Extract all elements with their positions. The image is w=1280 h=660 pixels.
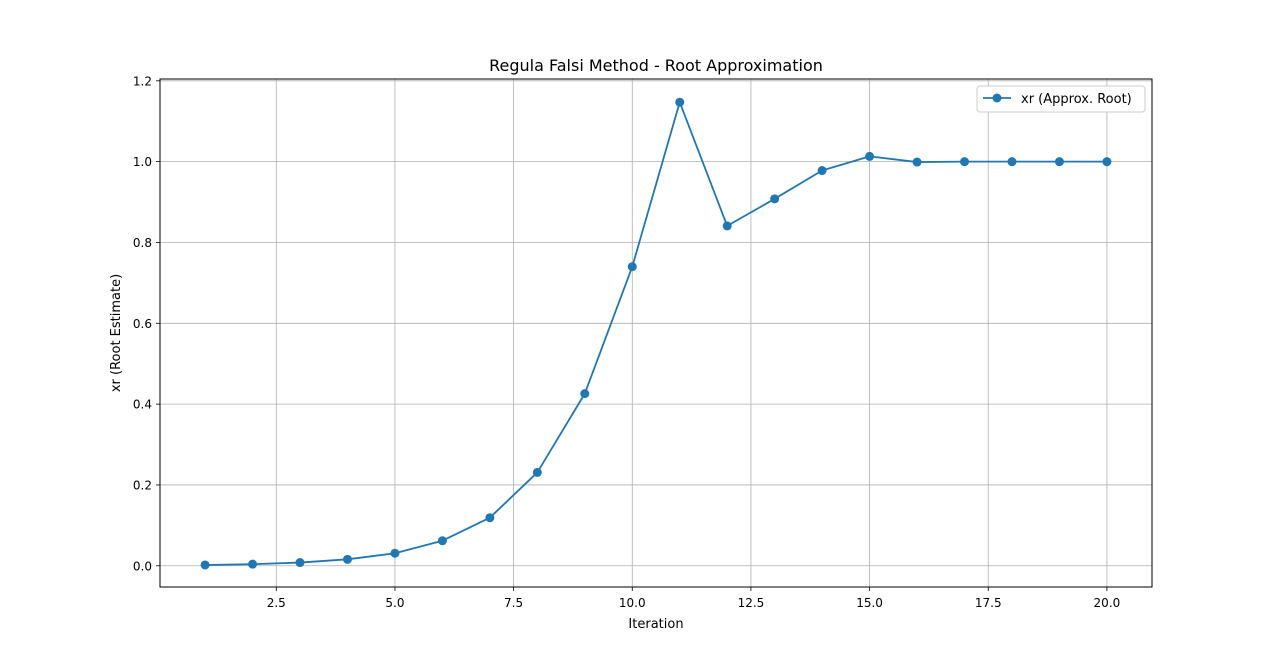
x-tick-label: 7.5 [504, 596, 523, 610]
x-tick-label: 5.0 [385, 596, 404, 610]
legend-label: xr (Approx. Root) [1021, 92, 1132, 107]
x-tick-label: 2.5 [267, 596, 286, 610]
data-point [390, 548, 400, 558]
data-point [200, 560, 210, 570]
x-tick-label: 10.0 [619, 596, 646, 610]
x-tick-label: 17.5 [975, 596, 1002, 610]
data-point [960, 157, 970, 167]
data-point [722, 221, 732, 231]
x-axis-ticks: 2.5 5.0 7.5 10.0 12.5 15.0 17.5 20.0 [267, 587, 1121, 610]
y-tick-label: 1.0 [133, 155, 152, 169]
y-tick-label: 0.0 [133, 559, 152, 573]
data-point [437, 536, 447, 546]
y-axis-label: xr (Root Estimate) [109, 274, 124, 392]
data-point [817, 166, 827, 176]
data-point [485, 513, 495, 523]
y-axis-ticks: 0.0 0.2 0.4 0.6 0.8 1.0 1.2 [133, 74, 160, 573]
y-tick-label: 0.6 [133, 317, 152, 331]
data-point [342, 554, 352, 564]
y-tick-label: 1.2 [133, 74, 152, 88]
x-tick-label: 15.0 [856, 596, 883, 610]
data-point [627, 262, 637, 272]
data-point [248, 559, 258, 569]
y-tick-label: 0.4 [133, 398, 152, 412]
x-tick-label: 20.0 [1094, 596, 1121, 610]
legend-box [976, 85, 1146, 113]
plot-frame [159, 78, 1153, 588]
data-point [1054, 157, 1064, 167]
data-point [1007, 157, 1017, 167]
series-line [205, 101, 1107, 566]
data-point [865, 151, 875, 161]
series-layer [200, 97, 1112, 570]
data-point [295, 558, 305, 568]
data-point [675, 97, 685, 107]
data-point [770, 194, 780, 204]
x-axis-label: Iteration [628, 617, 683, 632]
chart-title: Regula Falsi Method - Root Approximation [489, 56, 823, 75]
data-point [580, 389, 590, 399]
y-tick-label: 0.2 [133, 478, 152, 492]
data-point [532, 467, 542, 477]
legend: xr (Approx. Root) [976, 85, 1146, 113]
data-point [912, 157, 922, 167]
x-tick-label: 12.5 [738, 596, 765, 610]
y-tick-label: 0.8 [133, 236, 152, 250]
data-point [1102, 157, 1112, 167]
legend-marker-swatch [992, 93, 1002, 103]
